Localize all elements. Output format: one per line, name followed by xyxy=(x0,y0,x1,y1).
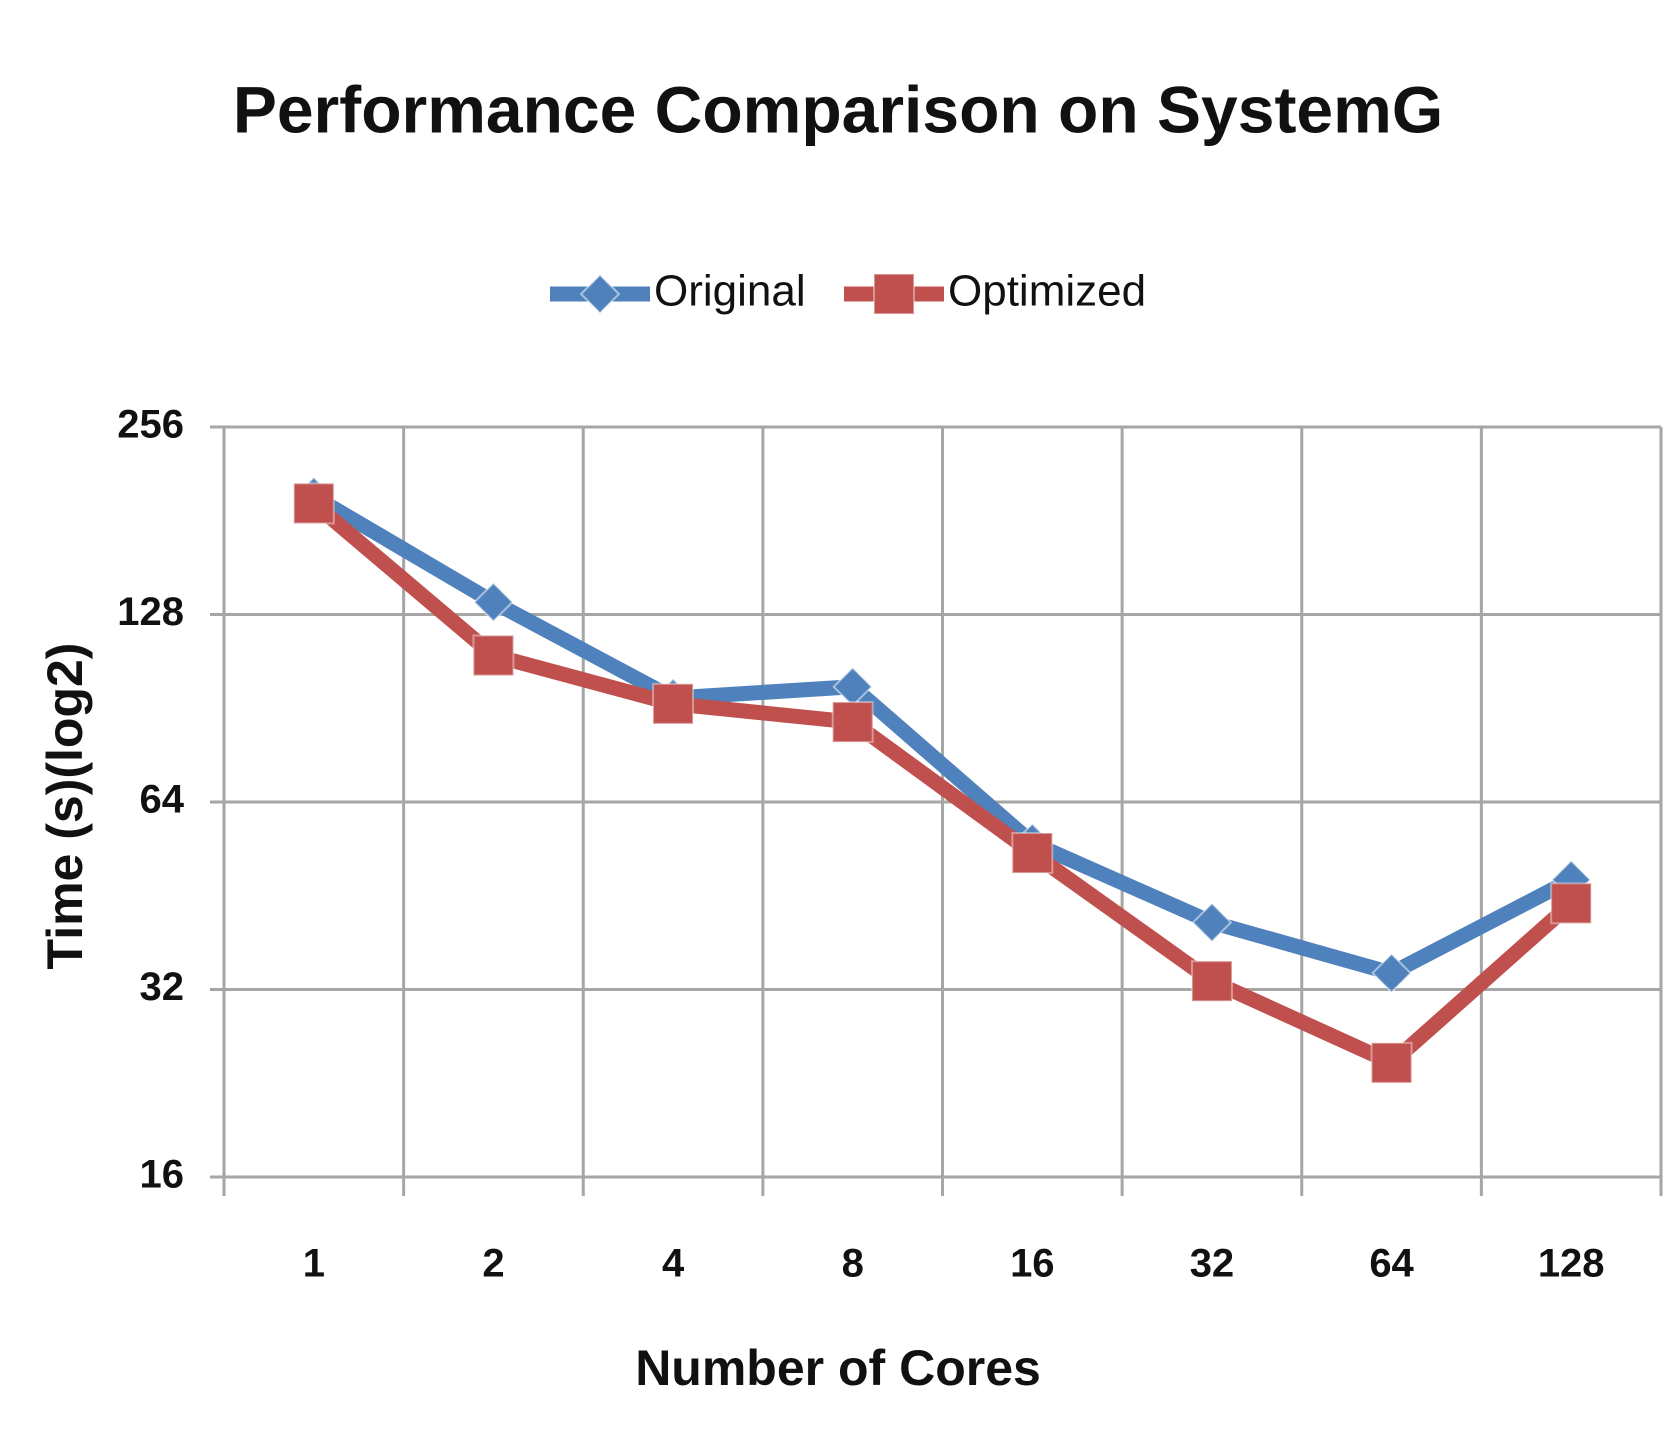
y-tick-label: 32 xyxy=(140,965,185,1009)
data-point xyxy=(831,701,874,744)
y-tick-label: 256 xyxy=(117,403,184,447)
y-tick-label: 16 xyxy=(140,1153,185,1197)
x-tick-label: 16 xyxy=(1010,1242,1055,1286)
data-point xyxy=(652,682,695,725)
chart-title: Performance Comparison on SystemG xyxy=(233,72,1443,146)
y-axis-label: Time (s)(log2) xyxy=(37,643,93,970)
x-axis-label: Number of Cores xyxy=(635,1340,1041,1396)
legend-label: Optimized xyxy=(948,267,1146,316)
data-point xyxy=(1191,902,1233,943)
data-point xyxy=(1190,960,1233,1003)
legend-label: Original xyxy=(654,267,806,316)
legend-marker xyxy=(579,273,621,315)
data-point xyxy=(1011,832,1054,875)
x-tick-label: 64 xyxy=(1369,1242,1414,1286)
data-point xyxy=(292,482,335,525)
data-point xyxy=(472,634,515,677)
data-point xyxy=(473,581,514,623)
x-tick-label: 4 xyxy=(662,1242,685,1286)
data-point xyxy=(1370,1041,1413,1084)
y-tick-label: 128 xyxy=(117,590,184,634)
data-point xyxy=(1550,882,1593,925)
x-tick-label: 2 xyxy=(482,1242,504,1286)
x-tick-label: 128 xyxy=(1538,1242,1605,1286)
x-tick-label: 1 xyxy=(303,1242,325,1286)
x-tick-label: 32 xyxy=(1190,1242,1235,1286)
series-line xyxy=(308,497,1577,1071)
data-point xyxy=(1371,952,1412,994)
x-tick-label: 8 xyxy=(842,1242,864,1286)
y-tick-label: 64 xyxy=(140,778,185,822)
series-line xyxy=(310,490,1575,981)
legend-marker xyxy=(873,273,915,315)
